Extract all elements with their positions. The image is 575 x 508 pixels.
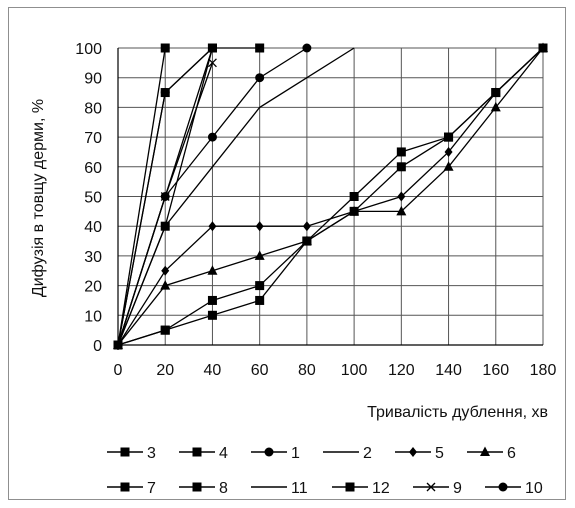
- data-point-square: [350, 192, 359, 201]
- legend-label: 9: [453, 480, 462, 497]
- legend: 3 4 1 2 5 67 8 11 12 9 10: [107, 445, 543, 497]
- data-point-circle: [161, 88, 170, 97]
- legend-item-4: 4: [179, 445, 228, 462]
- legend-label: 2: [363, 445, 372, 462]
- y-tick-label: 90: [84, 71, 102, 88]
- data-point-diamond: [256, 221, 264, 231]
- y-tick-label: 70: [84, 130, 102, 147]
- x-tick-label: 140: [435, 362, 462, 379]
- data-point-diamond: [409, 447, 417, 457]
- legend-label: 12: [372, 480, 390, 497]
- data-point-square: [121, 448, 130, 457]
- x-tick-label: 60: [251, 362, 269, 379]
- legend-label: 7: [147, 480, 156, 497]
- legend-item-9: 9: [413, 480, 462, 497]
- data-point-square: [208, 296, 217, 305]
- data-point-circle: [255, 73, 264, 82]
- y-tick-label: 30: [84, 249, 102, 266]
- data-point-square: [161, 44, 170, 53]
- data-point-circle: [302, 44, 311, 53]
- data-point-circle: [208, 133, 217, 142]
- data-point-triangle: [480, 447, 490, 457]
- data-point-square: [121, 483, 130, 492]
- legend-label: 11: [291, 480, 308, 497]
- data-point-square: [491, 88, 500, 97]
- data-point-square: [255, 296, 264, 305]
- x-tick-label: 100: [341, 362, 368, 379]
- data-point-circle: [114, 341, 123, 350]
- x-tick-label: 0: [114, 362, 123, 379]
- data-point-circle: [499, 483, 508, 492]
- data-point-square: [350, 207, 359, 216]
- legend-item-11: 11: [251, 480, 308, 497]
- legend-item-12: 12: [332, 480, 390, 497]
- data-point-square: [302, 237, 311, 246]
- x-tick-label: 20: [156, 362, 174, 379]
- legend-item-3: 3: [107, 445, 156, 462]
- y-tick-label: 100: [75, 41, 102, 58]
- data-point-diamond: [303, 221, 311, 231]
- legend-label: 3: [147, 445, 156, 462]
- data-point-square: [255, 44, 264, 53]
- data-point-square: [208, 311, 217, 320]
- data-point-square: [193, 448, 202, 457]
- legend-item-6: 6: [467, 445, 516, 462]
- y-tick-label: 40: [84, 219, 102, 236]
- grid-lines: [118, 48, 543, 345]
- data-point-square: [397, 162, 406, 171]
- y-tick-label: 20: [84, 279, 102, 296]
- legend-label: 6: [507, 445, 516, 462]
- legend-label: 8: [219, 480, 228, 497]
- data-point-square: [193, 483, 202, 492]
- y-tick-label: 0: [93, 338, 102, 355]
- data-point-square: [444, 133, 453, 142]
- x-tick-label: 120: [388, 362, 415, 379]
- series-6: [113, 43, 548, 350]
- legend-label: 10: [525, 480, 543, 497]
- legend-item-5: 5: [395, 445, 444, 462]
- legend-label: 4: [219, 445, 228, 462]
- legend-item-10: 10: [485, 480, 543, 497]
- legend-item-7: 7: [107, 480, 156, 497]
- y-tick-label: 10: [84, 308, 102, 325]
- data-point-square: [397, 147, 406, 156]
- x-tick-label: 160: [482, 362, 509, 379]
- data-point-square: [539, 44, 548, 53]
- x-axis-label: Тривалість дублення, хв: [367, 404, 548, 421]
- axes: [118, 48, 543, 350]
- y-axis-label: Дифузія в товщу дерми, %: [30, 99, 47, 297]
- legend-label: 1: [291, 445, 300, 462]
- legend-item-2: 2: [323, 445, 372, 462]
- legend-item-1: 1: [251, 445, 300, 462]
- data-point-square: [255, 281, 264, 290]
- tick-labels: 0 10 20 30 40 50 60 70 80 90 100 0 20 40 60 80 100 120 140…: [75, 41, 556, 379]
- x-tick-label: 180: [530, 362, 557, 379]
- data-point-circle: [208, 44, 217, 53]
- y-tick-label: 60: [84, 160, 102, 177]
- y-tick-label: 50: [84, 190, 102, 207]
- data-point-square: [346, 483, 355, 492]
- data-point-square: [161, 326, 170, 335]
- legend-item-8: 8: [179, 480, 228, 497]
- x-tick-label: 40: [204, 362, 222, 379]
- y-tick-label: 80: [84, 100, 102, 117]
- x-tick-label: 80: [298, 362, 316, 379]
- legend-label: 5: [435, 445, 444, 462]
- data-point-circle: [265, 448, 274, 457]
